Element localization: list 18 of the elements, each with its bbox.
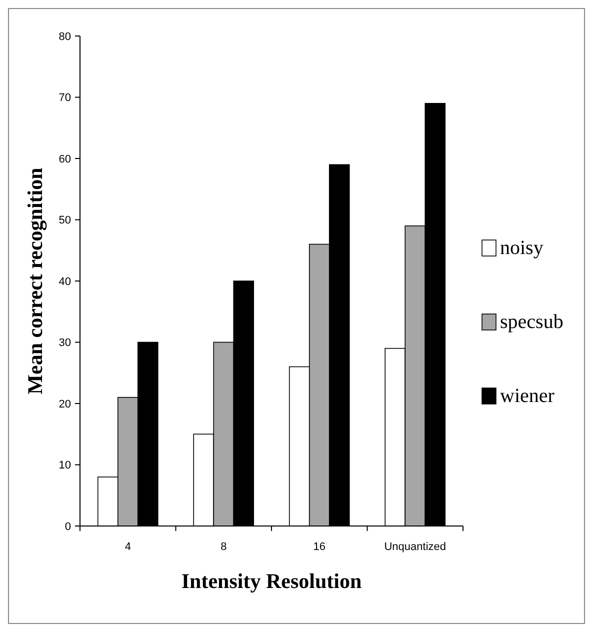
- x-tick-label: Unquantized: [384, 541, 446, 553]
- y-tick-label: 70: [58, 92, 71, 104]
- x-tick-label: 8: [220, 541, 227, 553]
- y-tick-label: 30: [58, 337, 71, 350]
- y-tick-label: 0: [64, 520, 71, 533]
- x-tick-label: 16: [313, 541, 326, 553]
- legend-label: wiener: [500, 385, 555, 407]
- y-tick-label: 10: [58, 460, 71, 472]
- legend-label: noisy: [500, 237, 544, 259]
- y-axis-title: Mean correct recognition: [23, 167, 47, 394]
- y-tick-label: 80: [58, 30, 71, 43]
- y-tick-label: 40: [58, 276, 71, 288]
- x-axis-title: Intensity Resolution: [181, 569, 362, 593]
- y-tick-label: 60: [58, 153, 71, 166]
- legend-label: specsub: [500, 311, 564, 333]
- x-tick-label: 4: [124, 541, 131, 553]
- y-tick-label: 50: [58, 214, 71, 227]
- y-tick-label: 20: [58, 398, 71, 410]
